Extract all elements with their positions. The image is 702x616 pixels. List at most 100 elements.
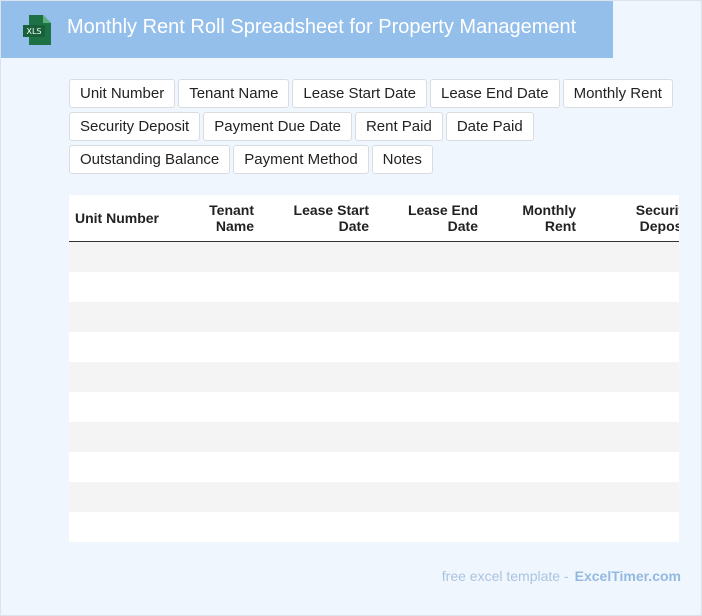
table-row bbox=[69, 512, 679, 542]
table-cell bbox=[69, 361, 169, 392]
table-cell bbox=[379, 332, 488, 362]
footer: free excel template - ExcelTimer.com bbox=[442, 568, 681, 584]
file-icon: XLS bbox=[23, 15, 51, 45]
table-cell bbox=[379, 272, 488, 302]
table-cell bbox=[586, 332, 679, 362]
table-cell bbox=[169, 361, 264, 392]
table-cell bbox=[586, 272, 679, 302]
header-row: Unit Number Tenant Name Lease Start Date Le… bbox=[69, 195, 679, 242]
table-cell bbox=[264, 392, 379, 422]
footer-text: free excel template - bbox=[441, 568, 569, 584]
table-cell bbox=[264, 272, 379, 302]
table-cell bbox=[586, 421, 679, 452]
table-cell bbox=[586, 241, 679, 272]
footer-link[interactable]: ExcelTimer.com bbox=[574, 568, 681, 584]
table-cell bbox=[379, 301, 488, 332]
table-cell bbox=[586, 452, 679, 482]
tag[interactable]: Tenant Name bbox=[178, 79, 290, 108]
tag[interactable]: Outstanding Balance bbox=[69, 145, 231, 174]
table-cell bbox=[488, 332, 586, 362]
table-cell bbox=[264, 481, 379, 512]
table-cell bbox=[69, 452, 169, 482]
table-row bbox=[69, 481, 679, 512]
column-header[interactable]: Lease Start Date bbox=[264, 195, 379, 242]
table-cell bbox=[69, 301, 169, 332]
table-cell bbox=[69, 272, 169, 302]
table-cell bbox=[379, 361, 488, 392]
table-cell bbox=[379, 512, 488, 542]
table-cell bbox=[264, 301, 379, 332]
tag[interactable]: Unit Number bbox=[69, 79, 176, 108]
table-cell bbox=[169, 392, 264, 422]
table-row bbox=[69, 301, 679, 332]
data-table: Unit Number Tenant Name Lease Start Date Le… bbox=[69, 195, 679, 542]
table-cell bbox=[169, 481, 264, 512]
table-cell bbox=[586, 301, 679, 332]
column-header[interactable]: Tenant Name bbox=[169, 195, 264, 242]
tag[interactable]: Payment Method bbox=[233, 145, 369, 174]
column-header[interactable]: Unit Number bbox=[69, 195, 169, 242]
table-cell bbox=[264, 452, 379, 482]
tag[interactable]: Lease End Date bbox=[430, 79, 560, 108]
table-row bbox=[69, 421, 679, 452]
table-row bbox=[69, 332, 679, 362]
tag[interactable]: Payment Due Date bbox=[203, 112, 352, 141]
table-cell bbox=[488, 361, 586, 392]
table-cell bbox=[169, 241, 264, 272]
header: XLS Monthly Rent Roll Spreadsheet for Pr… bbox=[1, 1, 613, 58]
table-cell bbox=[586, 361, 679, 392]
table-cell bbox=[586, 481, 679, 512]
table-cell bbox=[488, 481, 586, 512]
tag[interactable]: Security Deposit bbox=[69, 112, 201, 141]
table-cell bbox=[69, 241, 169, 272]
table-cell bbox=[488, 392, 586, 422]
table-cell bbox=[488, 272, 586, 302]
table-cell bbox=[488, 241, 586, 272]
table-row bbox=[69, 361, 679, 392]
table-cell bbox=[488, 421, 586, 452]
table-cell bbox=[264, 421, 379, 452]
table-cell bbox=[379, 421, 488, 452]
table-cell bbox=[488, 512, 586, 542]
table-cell bbox=[69, 481, 169, 512]
table-cell bbox=[69, 421, 169, 452]
table-cell bbox=[379, 481, 488, 512]
tag-list: Unit Number Tenant Name Lease Start Date Le… bbox=[69, 79, 694, 174]
table-cell bbox=[169, 301, 264, 332]
table-cell bbox=[69, 332, 169, 362]
table-cell bbox=[169, 332, 264, 362]
table-cell bbox=[169, 421, 264, 452]
table-cell bbox=[169, 452, 264, 482]
table-cell bbox=[488, 301, 586, 332]
table-cell bbox=[264, 512, 379, 542]
table-cell bbox=[264, 241, 379, 272]
tag[interactable]: Monthly Rent bbox=[562, 79, 673, 108]
table-cell bbox=[169, 272, 264, 302]
table: Unit Number Tenant Name Lease Start Date Le… bbox=[69, 195, 679, 542]
table-row bbox=[69, 241, 679, 272]
table-cell bbox=[379, 452, 488, 482]
table-row bbox=[69, 272, 679, 302]
column-header[interactable]: Monthly Rent bbox=[488, 195, 586, 242]
tag[interactable]: Notes bbox=[371, 145, 433, 174]
table-cell bbox=[379, 392, 488, 422]
table-row bbox=[69, 392, 679, 422]
tag[interactable]: Rent Paid bbox=[354, 112, 443, 141]
table-row bbox=[69, 452, 679, 482]
table-cell bbox=[69, 512, 169, 542]
table-cell bbox=[169, 512, 264, 542]
table-cell bbox=[379, 241, 488, 272]
tag[interactable]: Lease Start Date bbox=[292, 79, 427, 108]
tag[interactable]: Date Paid bbox=[445, 112, 534, 141]
table-cell bbox=[488, 452, 586, 482]
title: Monthly Rent Roll Spreadsheet for Proper… bbox=[67, 16, 577, 38]
table-cell bbox=[264, 361, 379, 392]
table-cell bbox=[69, 392, 169, 422]
table-cell bbox=[586, 512, 679, 542]
column-header[interactable]: Security Deposit bbox=[586, 195, 679, 242]
icon-label: XLS bbox=[26, 27, 41, 36]
column-header[interactable]: Lease End Date bbox=[379, 195, 488, 242]
table-cell bbox=[586, 392, 679, 422]
table-cell bbox=[264, 332, 379, 362]
